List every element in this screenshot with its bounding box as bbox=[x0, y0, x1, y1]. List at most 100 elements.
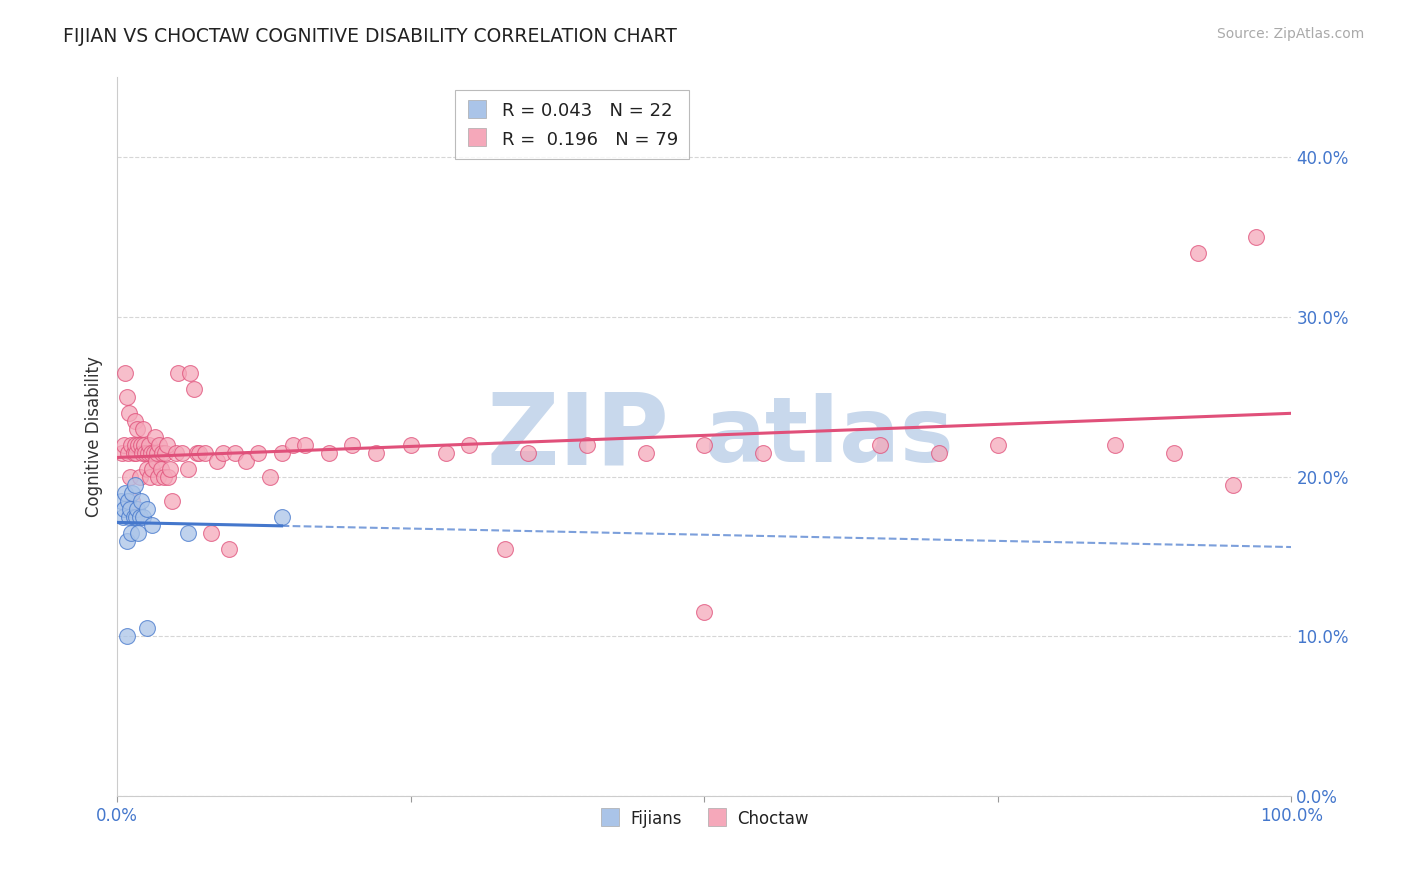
Point bbox=[270, 446, 292, 460]
Point bbox=[247, 446, 270, 460]
Point bbox=[183, 382, 205, 396]
Text: Source: ZipAtlas.com: Source: ZipAtlas.com bbox=[1216, 27, 1364, 41]
Point bbox=[110, 493, 132, 508]
Point bbox=[141, 517, 163, 532]
Point bbox=[117, 446, 139, 460]
Point bbox=[134, 446, 156, 460]
Point bbox=[167, 366, 190, 380]
Point bbox=[1222, 477, 1244, 491]
Point bbox=[143, 430, 166, 444]
Point bbox=[693, 606, 716, 620]
Point bbox=[224, 446, 246, 460]
Point bbox=[294, 438, 316, 452]
Y-axis label: Cognitive Disability: Cognitive Disability bbox=[86, 356, 103, 517]
Point bbox=[125, 446, 148, 460]
Point bbox=[434, 446, 457, 460]
Point bbox=[156, 469, 179, 483]
Point bbox=[146, 446, 169, 460]
Point bbox=[458, 438, 481, 452]
Point bbox=[118, 509, 141, 524]
Point bbox=[283, 438, 305, 452]
Point bbox=[1244, 230, 1267, 244]
Point bbox=[270, 509, 292, 524]
Point bbox=[159, 461, 181, 475]
Point bbox=[148, 469, 170, 483]
Point bbox=[114, 485, 136, 500]
Point bbox=[176, 525, 198, 540]
Point bbox=[170, 446, 193, 460]
Point bbox=[149, 461, 172, 475]
Point bbox=[120, 469, 142, 483]
Point bbox=[186, 446, 208, 460]
Point bbox=[120, 438, 142, 452]
Point bbox=[517, 446, 540, 460]
Point bbox=[112, 501, 135, 516]
Point bbox=[364, 446, 387, 460]
Point bbox=[124, 477, 146, 491]
Point bbox=[188, 446, 211, 460]
Point bbox=[128, 469, 150, 483]
Point bbox=[122, 446, 145, 460]
Point bbox=[693, 438, 716, 452]
Point bbox=[135, 501, 157, 516]
Point bbox=[575, 438, 598, 452]
Text: FIJIAN VS CHOCTAW COGNITIVE DISABILITY CORRELATION CHART: FIJIAN VS CHOCTAW COGNITIVE DISABILITY C… bbox=[63, 27, 678, 45]
Point bbox=[205, 454, 228, 468]
Point bbox=[235, 454, 257, 468]
Point bbox=[115, 533, 138, 548]
Point bbox=[212, 446, 235, 460]
Point bbox=[127, 501, 149, 516]
Point bbox=[121, 485, 143, 500]
Point bbox=[124, 414, 146, 428]
Point bbox=[132, 509, 155, 524]
Legend: Fijians, Choctaw: Fijians, Choctaw bbox=[593, 803, 815, 835]
Point bbox=[165, 446, 187, 460]
Point bbox=[129, 438, 152, 452]
Point bbox=[494, 541, 516, 556]
Point bbox=[218, 541, 240, 556]
Point bbox=[179, 366, 201, 380]
Point bbox=[145, 454, 167, 468]
Point bbox=[987, 438, 1010, 452]
Point bbox=[318, 446, 340, 460]
Point bbox=[155, 438, 177, 452]
Text: atlas: atlas bbox=[704, 392, 953, 481]
Point bbox=[139, 469, 162, 483]
Point bbox=[1163, 446, 1185, 460]
Point bbox=[132, 422, 155, 436]
Point bbox=[118, 406, 141, 420]
Point bbox=[148, 438, 170, 452]
Point bbox=[1187, 246, 1209, 260]
Point bbox=[928, 446, 950, 460]
Point bbox=[122, 509, 145, 524]
Text: ZIP: ZIP bbox=[486, 388, 669, 485]
Point bbox=[129, 493, 152, 508]
Point bbox=[142, 446, 165, 460]
Point bbox=[153, 469, 176, 483]
Point bbox=[1104, 438, 1126, 452]
Point bbox=[112, 438, 135, 452]
Point bbox=[176, 461, 198, 475]
Point bbox=[194, 446, 217, 460]
Point bbox=[869, 438, 891, 452]
Point bbox=[150, 446, 173, 460]
Point bbox=[135, 621, 157, 635]
Point bbox=[127, 422, 149, 436]
Point bbox=[135, 461, 157, 475]
Point bbox=[115, 629, 138, 643]
Point bbox=[141, 446, 163, 460]
Point bbox=[128, 509, 150, 524]
Point bbox=[634, 446, 657, 460]
Point bbox=[399, 438, 422, 452]
Point bbox=[752, 446, 775, 460]
Point bbox=[136, 446, 159, 460]
Point bbox=[112, 509, 135, 524]
Point bbox=[127, 438, 149, 452]
Point bbox=[340, 438, 363, 452]
Point bbox=[124, 438, 146, 452]
Point bbox=[131, 446, 153, 460]
Point bbox=[155, 446, 177, 460]
Point bbox=[200, 525, 222, 540]
Point bbox=[134, 438, 156, 452]
Point bbox=[120, 525, 142, 540]
